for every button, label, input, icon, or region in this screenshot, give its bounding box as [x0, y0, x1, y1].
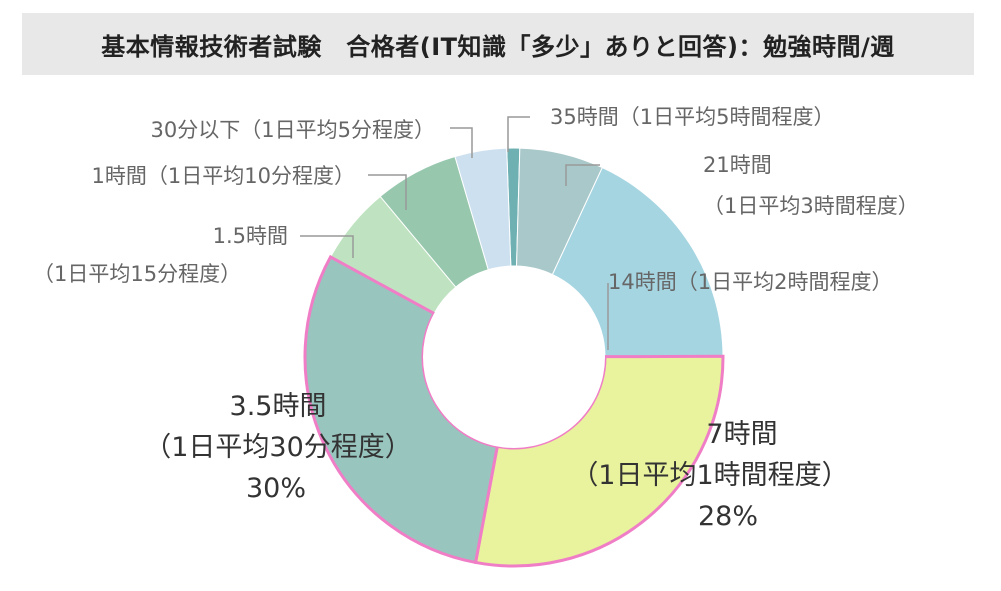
label-7h-line1: 7時間: [706, 419, 777, 450]
label-35h: 35時間（1日平均5時間程度）: [550, 105, 834, 129]
leader-15h: [300, 235, 354, 258]
label-15h-line2: （1日平均15分程度）: [33, 262, 241, 286]
chart-title: 基本情報技術者試験 合格者(IT知識「多少」ありと回答)：勉強時間/週: [101, 32, 895, 61]
label-7h-line2: （1日平均1時間程度）: [571, 460, 848, 491]
leader-30m: [450, 127, 473, 158]
label-21h-line1: 21時間: [703, 153, 772, 177]
label-35h-big-percent: 30%: [246, 473, 306, 504]
label-35h-big-line1: 3.5時間: [230, 391, 327, 422]
slice-group: [303, 147, 725, 568]
label-1h: 1時間（1日平均10分程度）: [92, 164, 355, 188]
label-30m: 30分以下（1日平均5分程度）: [151, 118, 435, 142]
label-14h: 14時間（1日平均2時間程度）: [608, 270, 892, 294]
donut-hole: [423, 266, 605, 448]
leader-1h: [368, 174, 407, 210]
leader-35h: [507, 116, 530, 152]
label-15h-line1: 1.5時間: [213, 224, 288, 248]
leader-21h: [565, 164, 600, 186]
label-35h-big-line2: （1日平均30分程度）: [144, 432, 412, 463]
label-7h-percent: 28%: [698, 501, 758, 532]
label-21h-line2: （1日平均3時間程度）: [703, 194, 919, 218]
title-bar: 基本情報技術者試験 合格者(IT知識「多少」ありと回答)：勉強時間/週: [22, 13, 974, 75]
leader-lines: [300, 116, 609, 350]
